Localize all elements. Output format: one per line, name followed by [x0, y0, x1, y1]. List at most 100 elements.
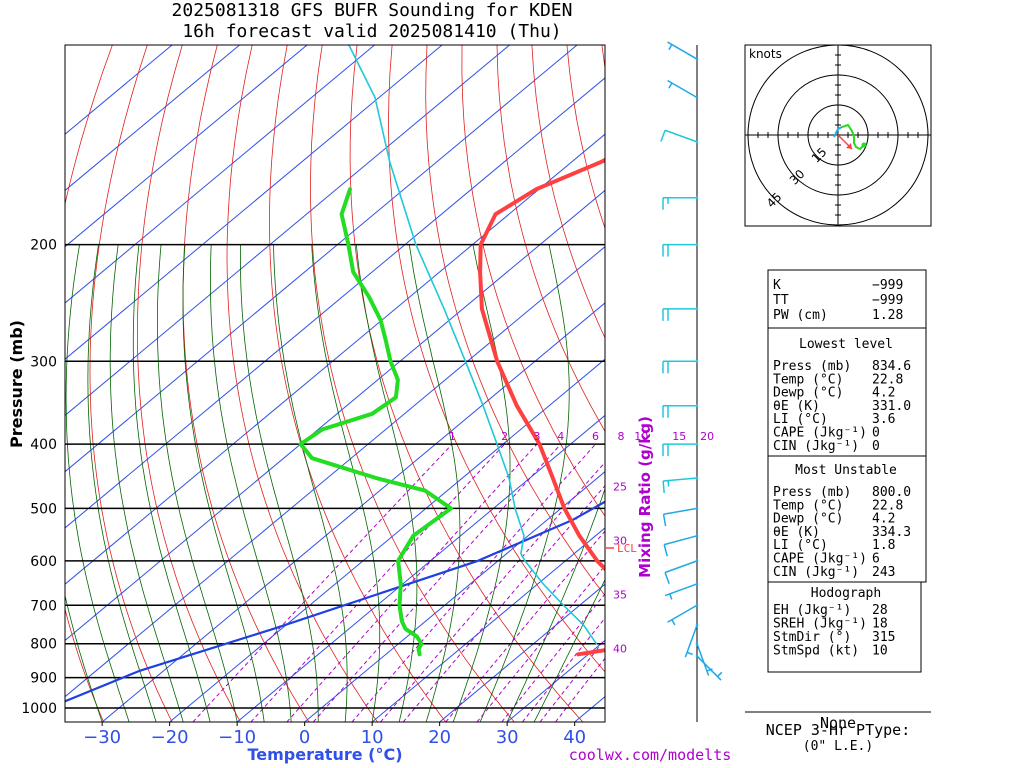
index-value: 1.8 [872, 538, 895, 553]
wind-barb [662, 307, 699, 321]
index-label: StmDir (°) [773, 630, 851, 645]
sounding-traces [65, 45, 605, 703]
dry-adiabat-line [461, 45, 605, 517]
index-label: LI (°C) [773, 538, 828, 553]
isotherm-line [304, 471, 605, 722]
chart-title: 2025081318 GFS BUFR Sounding for KDEN [172, 0, 573, 21]
index-value: 28 [872, 603, 888, 618]
temperature-tick-label: −30 [83, 727, 121, 748]
hodograph-green-trace [841, 123, 865, 151]
index-value: 4.2 [872, 386, 895, 401]
index-label: CAPE (Jkg⁻¹) [773, 552, 867, 567]
temperature-tick-label: 20 [428, 727, 451, 748]
wind-barbs [660, 41, 723, 681]
x-axis-label: Temperature (°C) [247, 745, 402, 764]
mixing-ratio-label: 15 [672, 430, 686, 443]
mixing-ratio-line [192, 443, 453, 722]
wind-barb [684, 623, 699, 658]
isotherm-line [169, 358, 605, 722]
moist-adiabat-line [311, 244, 381, 722]
pressure-tick-label: 300 [30, 354, 57, 370]
wind-barb [667, 79, 699, 99]
mixing-ratio-label: 2 [501, 430, 508, 443]
index-value: 331.0 [872, 399, 911, 414]
index-section-title: Most Unstable [795, 463, 897, 478]
temperature-tick-label: −20 [151, 727, 189, 748]
isotherm-line [236, 414, 605, 722]
index-label: EH (Jkg⁻¹) [773, 603, 851, 618]
index-label: StmSpd (kt) [773, 644, 859, 659]
index-value: 22.8 [872, 372, 903, 387]
wind-barb [664, 582, 699, 600]
parcel-trace [348, 45, 598, 645]
moist-adiabat-line [273, 244, 348, 722]
wind-barb [662, 360, 699, 374]
mixing-ratio-label: 4 [557, 430, 564, 443]
dry-adiabat-line [136, 45, 241, 722]
isotherm-line [65, 246, 605, 698]
temperature-tick-label: 30 [496, 727, 519, 748]
hodo-units-label: knots [749, 47, 782, 61]
isotherm-line [439, 583, 605, 722]
index-label: Temp (°C) [773, 498, 843, 513]
wind-barb [667, 41, 699, 61]
hodograph-traces [833, 123, 867, 151]
ptype-value: None [820, 714, 856, 732]
isotherm-line [65, 45, 308, 248]
index-label: Press (mb) [773, 485, 851, 500]
mixing-ratio-line [250, 443, 505, 722]
dry-adiabat-line [917, 45, 1024, 722]
dry-adiabat-line [182, 45, 310, 722]
mixing-ratio-axis-label: Mixing Ratio (g/kg) [636, 416, 654, 578]
isotherm-line [65, 189, 605, 642]
isotherm-line [65, 45, 443, 360]
index-panel: K −999 TT −999 PW (cm) 1.28 Lowest level Press … [767, 269, 927, 673]
wind-barb [695, 642, 713, 676]
lcl-label: LCL [617, 542, 637, 555]
index-value: 10 [872, 644, 888, 659]
index-label: CAPE (Jkg⁻¹) [773, 426, 867, 441]
index-value: 315 [872, 630, 895, 645]
moist-adiabat-line [65, 593, 103, 722]
parcel-ascent-line [65, 500, 605, 703]
isotherm-line [65, 133, 605, 585]
dry-adiabat-line [388, 45, 605, 673]
storm-motion-arrowhead [846, 143, 852, 149]
index-value: 18 [872, 617, 888, 632]
index-value: 0 [872, 439, 880, 454]
mixing-ratio-line [286, 443, 538, 722]
plot-frame [64, 44, 606, 723]
index-label: Temp (°C) [773, 372, 843, 387]
mixing-ratio-line [402, 485, 605, 722]
index-value: 834.6 [872, 359, 911, 374]
index-value: 334.3 [872, 525, 911, 540]
mixing-ratio-label: 6 [592, 430, 599, 443]
dry-adiabat-line [952, 45, 1024, 722]
mixing-ratio-label: 35 [613, 589, 627, 602]
moist-adiabat-line [87, 244, 157, 722]
mixing-ratio-line [380, 461, 605, 722]
index-label: CIN (Jkg⁻¹) [773, 439, 859, 454]
ptype-note: (0" L.E.) [803, 739, 873, 754]
index-value: 243 [872, 565, 895, 580]
index-section-title: Lowest level [799, 337, 893, 352]
index-label: LI (°C) [773, 412, 828, 427]
wind-barb [664, 559, 699, 585]
wind-barb [663, 534, 699, 557]
mixing-ratio-label: 1 [449, 430, 456, 443]
moist-adiabat-line [132, 244, 211, 722]
wind-barb [662, 442, 699, 457]
mixing-ratio-label: 8 [618, 430, 625, 443]
mixing-ratio-label: 25 [613, 481, 627, 494]
wind-barb [662, 196, 699, 210]
moist-adiabat-line [355, 244, 418, 722]
index-label: CIN (Jkg⁻¹) [773, 565, 859, 580]
wind-barb [667, 603, 699, 626]
wind-barb [695, 654, 723, 681]
mixing-ratio-line [501, 593, 605, 722]
dewpoint-trace [298, 187, 453, 657]
temperature-tick-label: 40 [563, 727, 586, 748]
wind-barb [662, 404, 699, 418]
index-section-title: Hodograph [811, 586, 881, 601]
